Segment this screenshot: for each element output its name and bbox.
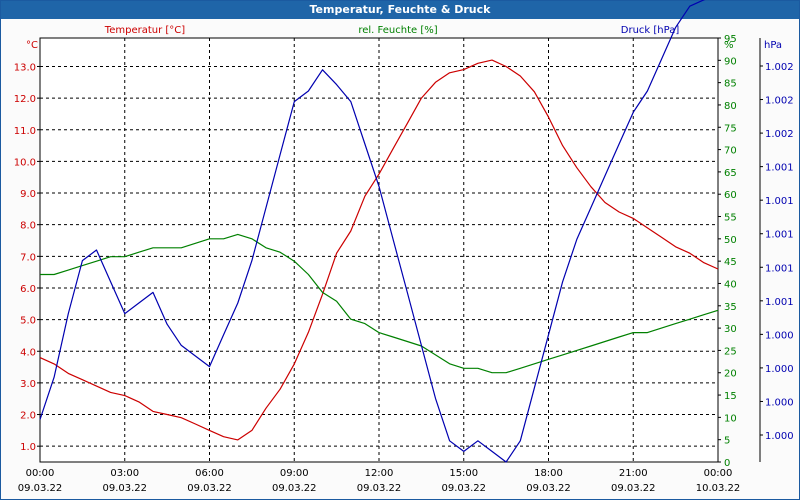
y-tick-humidity: 20 [724, 369, 737, 380]
x-tick-time: 00:00 [26, 468, 55, 479]
y-tick-humidity: 0 [724, 458, 730, 469]
x-tick-time: 09:00 [280, 468, 309, 479]
x-tick-date: 09.03.22 [187, 483, 232, 494]
y-tick-humidity: 25 [724, 346, 737, 357]
y-tick-temperature: 3.0 [20, 379, 36, 390]
humidity-line [40, 233, 719, 374]
label-temperature: Temperatur [°C] [104, 25, 185, 36]
y-unit-pressure: hPa [764, 40, 782, 51]
y-tick-temperature: 13.0 [14, 62, 36, 73]
y-tick-pressure: 1.000 [765, 431, 794, 442]
y-tick-temperature: 12.0 [14, 94, 36, 105]
y-tick-pressure: 1.002 [765, 62, 794, 73]
x-tick-time: 21:00 [619, 468, 648, 479]
y-tick-temperature: 5.0 [20, 316, 36, 327]
x-tick-time: 06:00 [195, 468, 224, 479]
x-tick-time: 00:00 [704, 468, 733, 479]
y-tick-humidity: 45 [724, 257, 737, 268]
y-tick-humidity: 65 [724, 168, 737, 179]
y-tick-humidity: 80 [724, 101, 737, 112]
y-tick-humidity: 40 [724, 279, 737, 290]
y-unit-humidity: % [724, 40, 734, 51]
x-tick-time: 15:00 [449, 468, 478, 479]
x-tick-time: 18:00 [534, 468, 563, 479]
y-tick-humidity: 15 [724, 391, 737, 402]
y-tick-humidity: 90 [724, 56, 737, 67]
y-tick-humidity: 95 [724, 34, 737, 45]
y-tick-pressure: 1.001 [765, 230, 794, 241]
y-tick-humidity: 5 [724, 436, 730, 447]
x-tick-date: 10.03.22 [696, 483, 741, 494]
y-tick-humidity: 10 [724, 413, 737, 424]
y-tick-pressure: 1.000 [765, 364, 794, 375]
y-tick-temperature: 10.0 [14, 157, 36, 168]
y-tick-pressure: 1.001 [765, 263, 794, 274]
y-tick-pressure: 1.001 [765, 297, 794, 308]
x-tick-date: 09.03.22 [611, 483, 656, 494]
x-tick-time: 12:00 [365, 468, 394, 479]
y-tick-humidity: 50 [724, 235, 737, 246]
temperature-line [39, 59, 719, 441]
x-tick-date: 09.03.22 [102, 483, 147, 494]
x-tick-time: 03:00 [110, 468, 139, 479]
y-tick-humidity: 35 [724, 302, 737, 313]
y-tick-humidity: 60 [724, 190, 737, 201]
y-tick-temperature: 2.0 [20, 411, 36, 422]
y-tick-humidity: 70 [724, 146, 737, 157]
y-tick-temperature: 8.0 [20, 221, 36, 232]
y-tick-temperature: 6.0 [20, 284, 36, 295]
y-tick-humidity: 75 [724, 123, 737, 134]
y-tick-pressure: 1.001 [765, 196, 794, 207]
y-tick-pressure: 1.001 [765, 163, 794, 174]
x-tick-date: 09.03.22 [526, 483, 571, 494]
y-tick-humidity: 30 [724, 324, 737, 335]
y-tick-pressure: 1.000 [765, 397, 794, 408]
label-humidity: rel. Feuchte [%] [358, 25, 437, 36]
x-tick-date: 09.03.22 [441, 483, 486, 494]
label-pressure: Druck [hPa] [621, 25, 680, 36]
x-tick-date: 09.03.22 [18, 483, 63, 494]
y-unit-temperature: °C [26, 40, 38, 51]
y-tick-pressure: 1.000 [765, 330, 794, 341]
y-tick-humidity: 55 [724, 213, 737, 224]
pressure-line [39, 0, 706, 463]
series-lines [39, 0, 719, 463]
y-tick-temperature: 11.0 [14, 126, 36, 137]
y-tick-temperature: 4.0 [20, 347, 36, 358]
chart-title: Temperatur, Feuchte & Druck [1, 1, 799, 19]
y-tick-temperature: 1.0 [20, 442, 36, 453]
y-tick-pressure: 1.002 [765, 129, 794, 140]
axes: 00:00 09.03.22 03:00 09.03.22 06:00 09.03.22 0… [14, 25, 794, 494]
y-tick-temperature: 9.0 [20, 189, 36, 200]
grid-lines [39, 37, 719, 463]
y-tick-pressure: 1.002 [765, 96, 794, 107]
x-tick-date: 09.03.22 [272, 483, 317, 494]
x-tick-date: 09.03.22 [357, 483, 402, 494]
y-tick-humidity: 85 [724, 79, 737, 90]
y-tick-temperature: 7.0 [20, 252, 36, 263]
